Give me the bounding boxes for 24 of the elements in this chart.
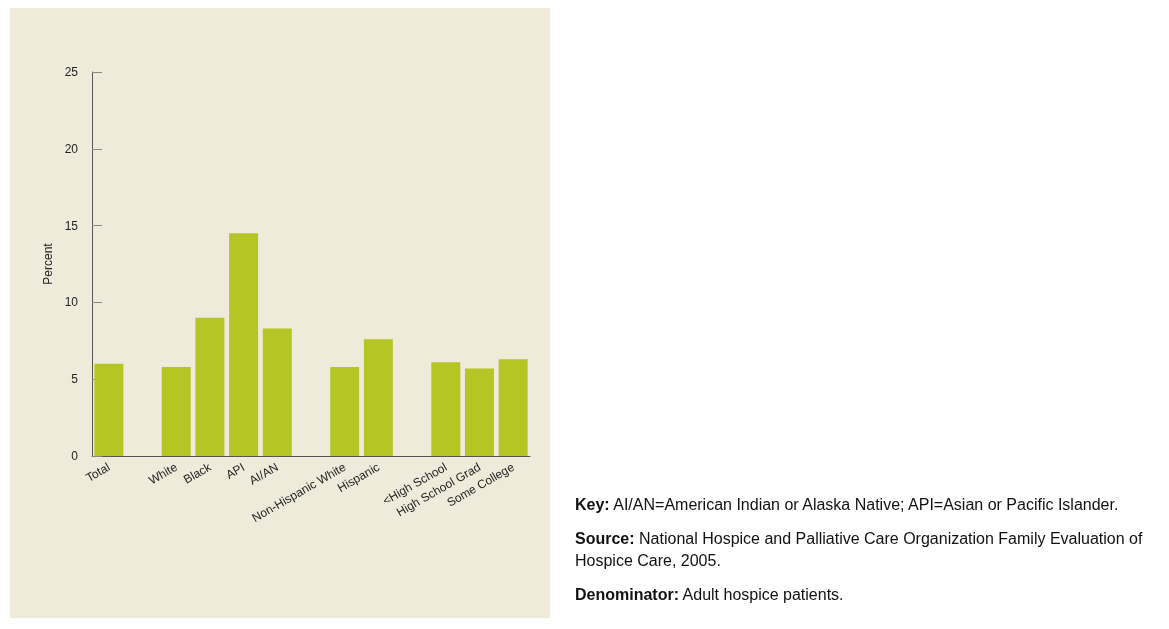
- y-tick-label: 10: [64, 295, 79, 310]
- y-tick-label: 20: [64, 141, 79, 156]
- text: Key: AI/AN=American Indian or Alaska Native; API=Asian or Pacific Islander.: [575, 495, 1120, 515]
- bar: [464, 368, 494, 456]
- x-tick-label: Black: [181, 459, 215, 487]
- bar: [498, 359, 528, 456]
- y-tick-label: 0: [71, 449, 79, 463]
- y-tick-label: 25: [64, 65, 79, 79]
- bar: [161, 366, 191, 456]
- x-tick-label: API: [223, 459, 248, 482]
- bar: [363, 339, 393, 456]
- bar: [195, 317, 225, 456]
- text: Denominator: Adult hospice patients.: [575, 585, 845, 605]
- y-tick-label: 15: [64, 218, 79, 233]
- bar: [330, 366, 360, 456]
- y-tick-label: 5: [71, 372, 79, 387]
- bar: [431, 362, 461, 456]
- bar: [262, 328, 292, 456]
- bar: [94, 363, 124, 456]
- x-tick-label: White: [146, 459, 181, 488]
- source-note: Source: National Hospice and Palliative Care Organization Family Evaluation of Hospice Care, 2005.: [575, 529, 1144, 571]
- x-tick-label: Total: [83, 459, 113, 485]
- y-axis-title: Percent: [40, 242, 55, 285]
- bar: [229, 233, 259, 456]
